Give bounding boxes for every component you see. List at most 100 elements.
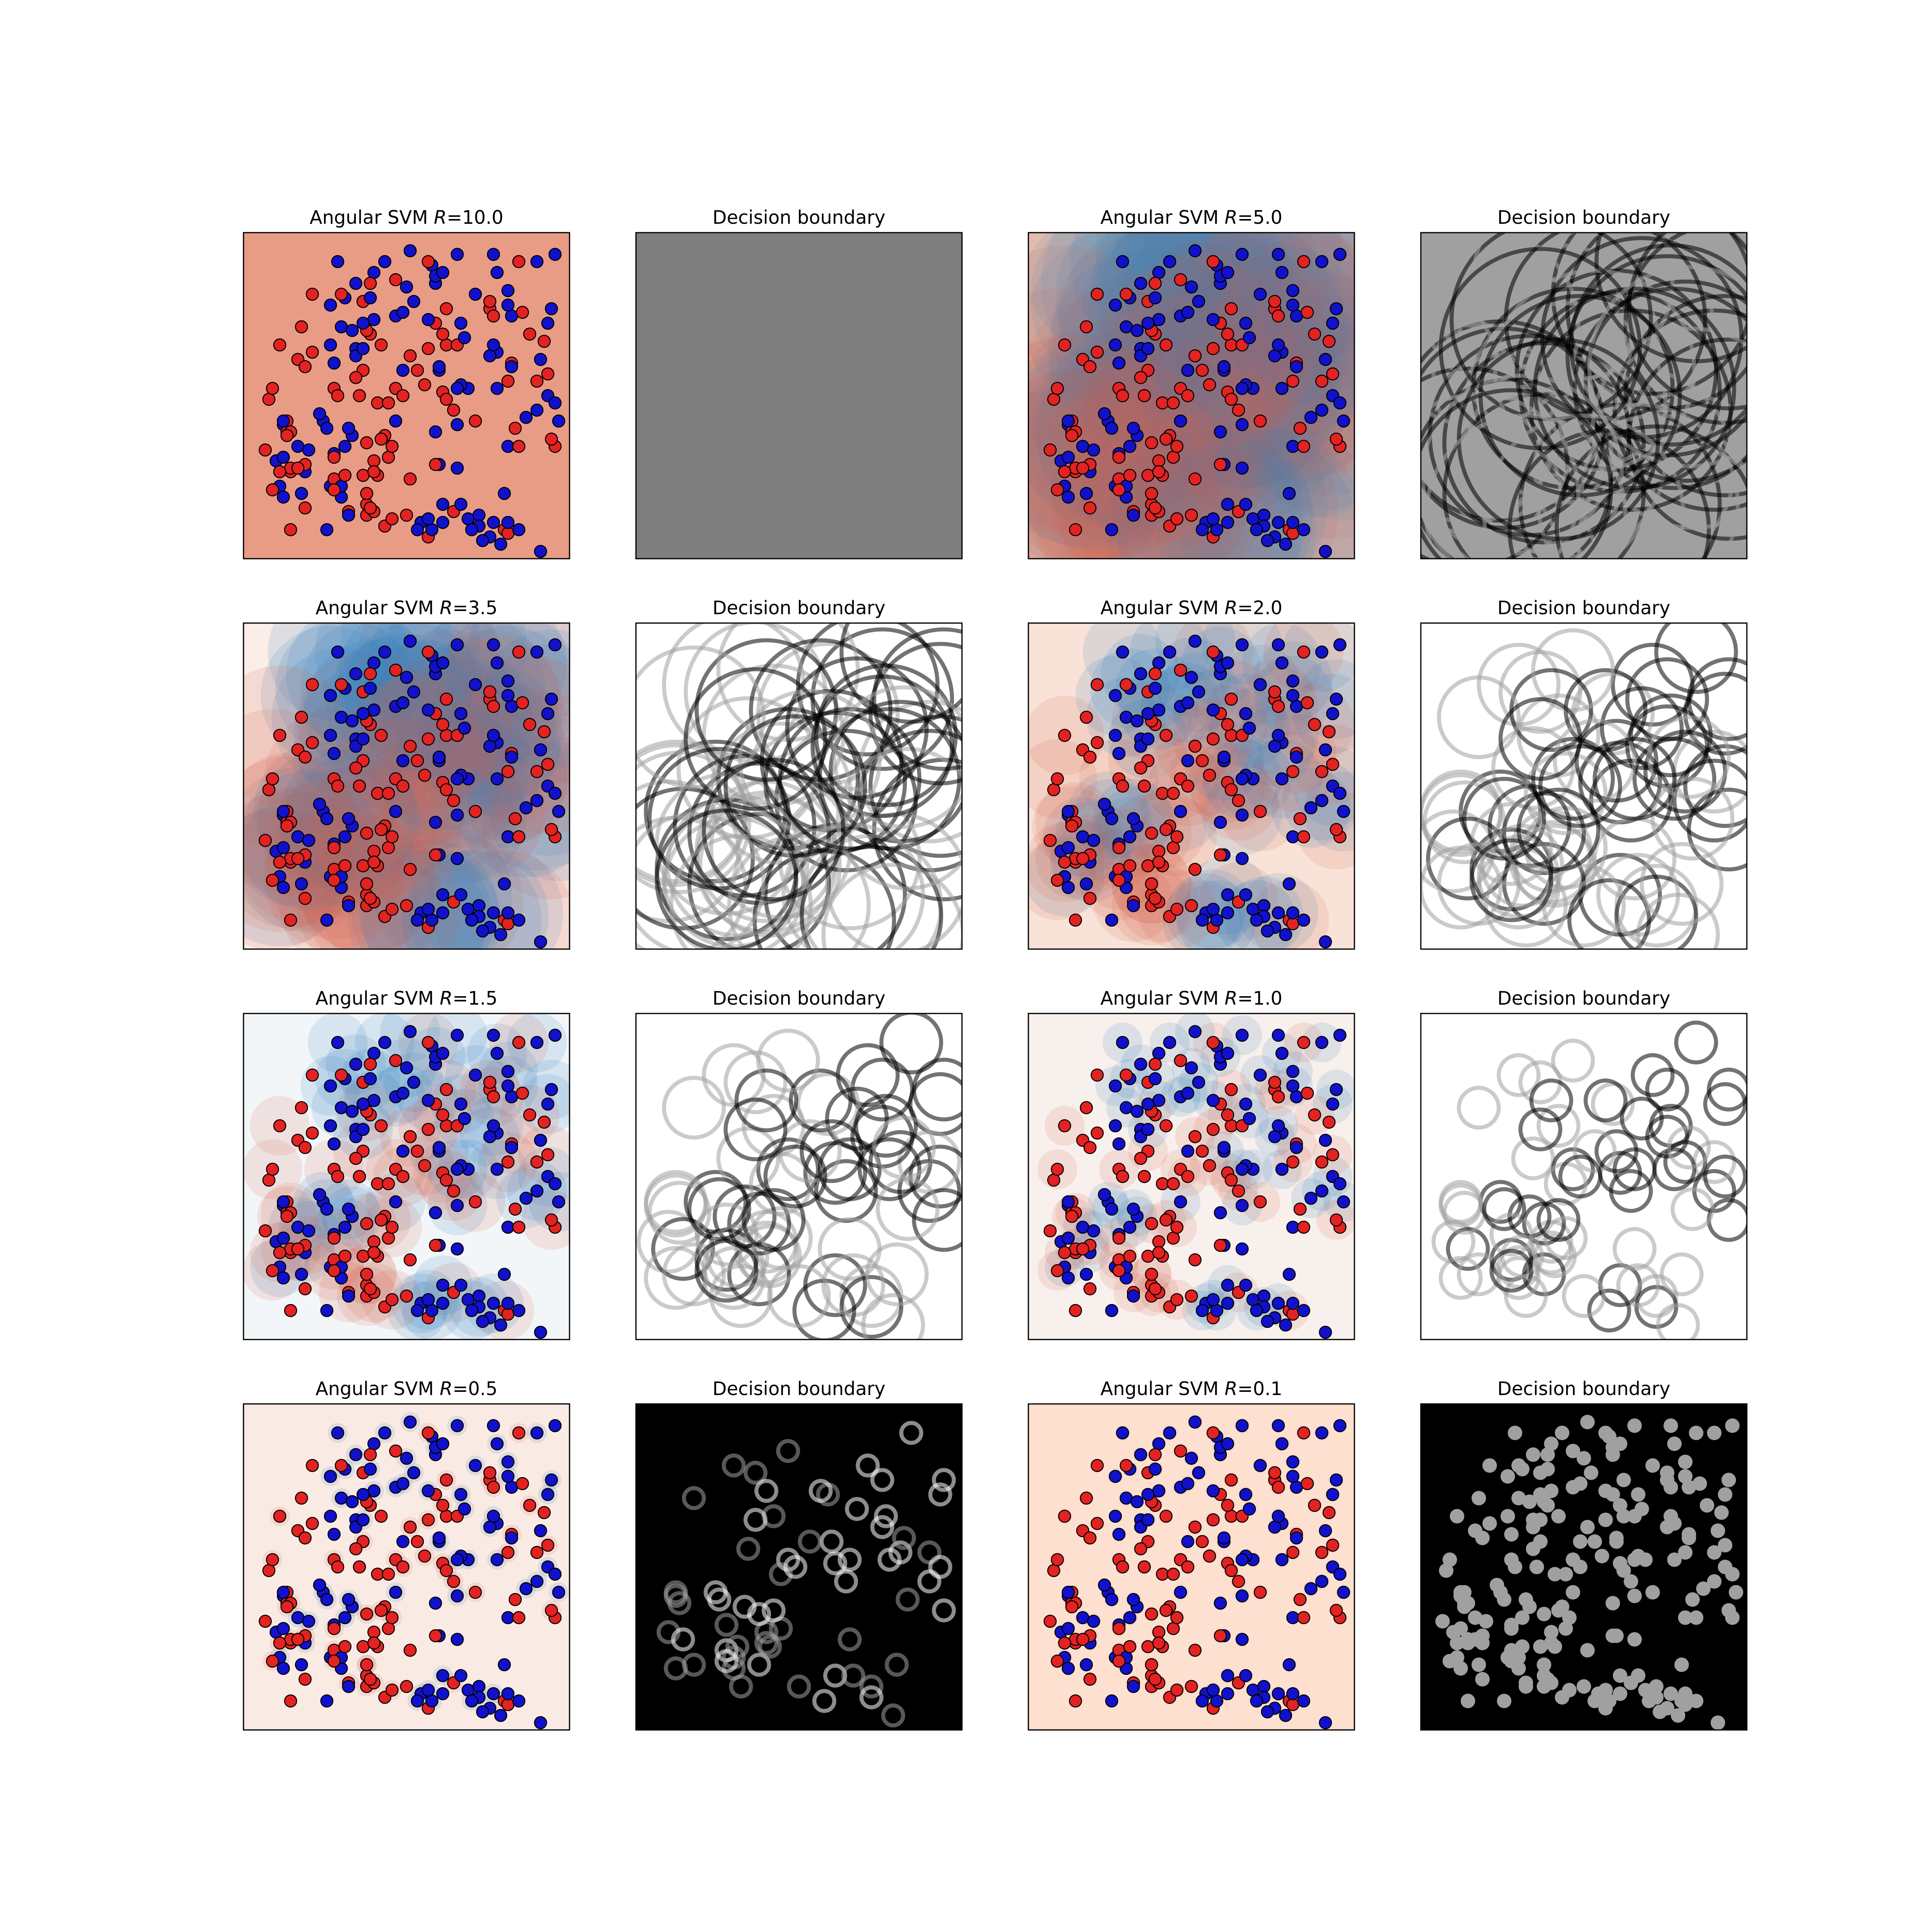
data-point <box>327 841 341 855</box>
data-point <box>1127 1202 1140 1216</box>
data-point <box>494 1318 508 1332</box>
data-point <box>1058 1119 1071 1133</box>
boundary-blob <box>1678 1610 1693 1625</box>
boundary-arc <box>1421 388 1613 559</box>
data-point <box>537 334 551 348</box>
data-point <box>1188 1253 1202 1267</box>
data-point <box>374 823 388 836</box>
decision-region <box>1142 233 1342 354</box>
data-point <box>331 645 345 659</box>
data-point <box>436 1278 450 1292</box>
data-point <box>1210 1694 1224 1708</box>
data-point <box>530 794 544 807</box>
boundary-arc <box>810 674 954 818</box>
data-point <box>1080 710 1093 724</box>
data-point <box>389 1195 402 1209</box>
data-point <box>1083 892 1097 905</box>
data-point <box>418 1159 431 1172</box>
data-point <box>530 1184 544 1198</box>
data-point <box>530 1546 544 1559</box>
data-point <box>1170 440 1184 453</box>
data-point <box>450 808 464 822</box>
data-point <box>1119 1491 1133 1505</box>
data-point <box>1268 1130 1282 1144</box>
data-point <box>1214 1629 1227 1643</box>
data-point <box>541 1097 555 1111</box>
data-point <box>1206 1123 1220 1136</box>
data-point <box>440 338 453 352</box>
data-point <box>501 765 515 778</box>
data-point <box>1123 859 1137 873</box>
data-point <box>1275 772 1289 786</box>
data-point <box>1203 1549 1216 1563</box>
data-point <box>1250 523 1263 537</box>
data-point <box>1058 1509 1071 1523</box>
data-point <box>1271 338 1285 352</box>
data-point <box>1239 497 1253 511</box>
data-point <box>487 1119 500 1133</box>
data-point <box>450 1589 464 1603</box>
data-point <box>1315 1184 1329 1198</box>
data-point <box>487 338 500 352</box>
data-point <box>1185 1061 1198 1075</box>
boundary-blob <box>1689 1694 1703 1708</box>
data-point <box>1152 1235 1166 1249</box>
data-point <box>1181 1477 1195 1490</box>
data-point <box>1181 1086 1195 1100</box>
data-point <box>389 414 402 428</box>
panel-title-text: Decision boundary <box>712 1378 886 1399</box>
data-point <box>421 703 435 717</box>
data-point <box>487 1509 500 1523</box>
data-point <box>447 1184 460 1198</box>
panel-plot-area <box>1037 1013 1354 1339</box>
data-point <box>400 899 413 912</box>
panel-frame <box>635 1403 963 1731</box>
data-point <box>1119 1459 1133 1472</box>
data-point <box>541 707 555 720</box>
panels-layer: Angular SVM R=10.0 Decision boundary Angul… <box>243 206 1748 1731</box>
decision-region <box>1175 256 1354 456</box>
data-point <box>1203 1159 1216 1172</box>
boundary-arc <box>1553 719 1637 803</box>
data-point <box>1319 935 1332 949</box>
data-point <box>1235 382 1249 395</box>
data-point <box>1257 1289 1271 1303</box>
boundary-arc <box>838 1627 862 1651</box>
data-point <box>327 483 341 497</box>
data-point <box>476 1705 489 1719</box>
data-point <box>367 1484 381 1498</box>
data-point <box>501 374 515 388</box>
data-point <box>1188 349 1202 363</box>
data-point <box>324 729 337 742</box>
boundary-blob <box>1707 1574 1721 1589</box>
data-point <box>1214 1238 1227 1252</box>
data-point <box>338 440 352 453</box>
data-point <box>1087 1224 1100 1238</box>
data-point <box>1065 429 1079 442</box>
boundary-arc <box>912 1057 962 1122</box>
boundary-arc <box>861 1293 925 1340</box>
boundary-arc <box>798 1530 822 1554</box>
data-point <box>1127 899 1140 912</box>
boundary-arc <box>872 627 962 771</box>
data-point <box>1170 1293 1184 1307</box>
panel-title: Decision boundary <box>1497 987 1670 1009</box>
data-point <box>277 1622 290 1635</box>
data-point <box>1257 1680 1271 1693</box>
data-point <box>298 1531 312 1545</box>
data-point <box>1076 852 1090 865</box>
data-point <box>534 1716 547 1730</box>
data-point <box>1098 407 1111 421</box>
data-point <box>403 1415 417 1429</box>
data-point <box>418 768 431 782</box>
data-point <box>360 1267 374 1281</box>
boundary-blob <box>1555 1426 1569 1440</box>
data-point <box>1061 1271 1075 1285</box>
boundary-blob <box>1653 1705 1667 1719</box>
data-point <box>403 634 417 648</box>
data-point <box>1235 772 1249 786</box>
panel-title-text: Angular SVM <box>1100 1378 1224 1399</box>
boundary-blob <box>1443 1654 1457 1668</box>
boundary-arc <box>1587 1288 1631 1333</box>
data-point <box>1286 526 1300 540</box>
